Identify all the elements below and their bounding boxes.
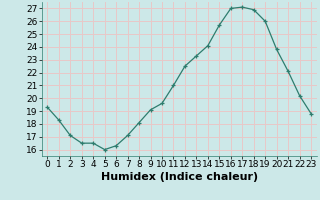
X-axis label: Humidex (Indice chaleur): Humidex (Indice chaleur)	[100, 172, 258, 182]
